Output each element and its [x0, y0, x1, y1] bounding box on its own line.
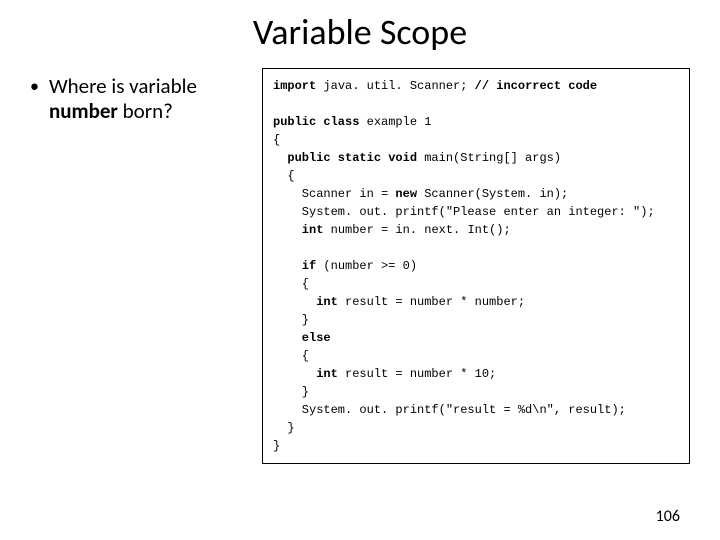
code-text: { — [273, 349, 309, 363]
code-comment: // incorrect code — [475, 79, 597, 93]
right-column: import java. util. Scanner; // incorrect… — [262, 68, 690, 464]
code-kw: else — [273, 331, 331, 345]
slide-title: Variable Scope — [30, 10, 690, 54]
code-kw: import — [273, 79, 316, 93]
code-text: System. out. printf("result = %d\n", res… — [273, 403, 626, 417]
code-text: { — [273, 169, 295, 183]
code-text: main(String[] args) — [417, 151, 561, 165]
code-kw: int — [273, 223, 323, 237]
bullet-prefix: Where is variable — [49, 73, 197, 99]
code-text: System. out. printf("Please enter an int… — [273, 205, 655, 219]
bullet-text: Where is variable number born? — [49, 74, 250, 124]
code-kw: int — [273, 367, 338, 381]
code-text: } — [273, 421, 295, 435]
code-block: import java. util. Scanner; // incorrect… — [262, 68, 690, 464]
code-text: number = in. next. Int(); — [323, 223, 510, 237]
code-text: } — [273, 385, 309, 399]
code-kw: public static void — [273, 151, 417, 165]
code-text: example 1 — [359, 115, 431, 129]
bullet-item: • Where is variable number born? — [30, 74, 250, 124]
page-number: 106 — [656, 507, 680, 526]
code-text: result = number * number; — [338, 295, 525, 309]
bullet-bold: number — [49, 98, 118, 124]
bullet-marker: • — [30, 74, 39, 98]
code-kw: if — [273, 259, 316, 273]
bullet-suffix: born? — [118, 98, 173, 124]
code-kw: public class — [273, 115, 359, 129]
code-text: { — [273, 133, 280, 147]
left-column: • Where is variable number born? — [30, 68, 250, 464]
code-text: (number >= 0) — [316, 259, 417, 273]
code-text: result = number * 10; — [338, 367, 496, 381]
code-kw: new — [395, 187, 417, 201]
code-text: { — [273, 277, 309, 291]
code-text: Scanner in = — [273, 187, 395, 201]
code-text: Scanner(System. in); — [417, 187, 568, 201]
slide-container: Variable Scope • Where is variable numbe… — [0, 0, 720, 540]
content-row: • Where is variable number born? import … — [30, 68, 690, 464]
code-text: } — [273, 313, 309, 327]
code-text: } — [273, 439, 280, 453]
code-text: java. util. Scanner; — [316, 79, 474, 93]
code-kw: int — [273, 295, 338, 309]
